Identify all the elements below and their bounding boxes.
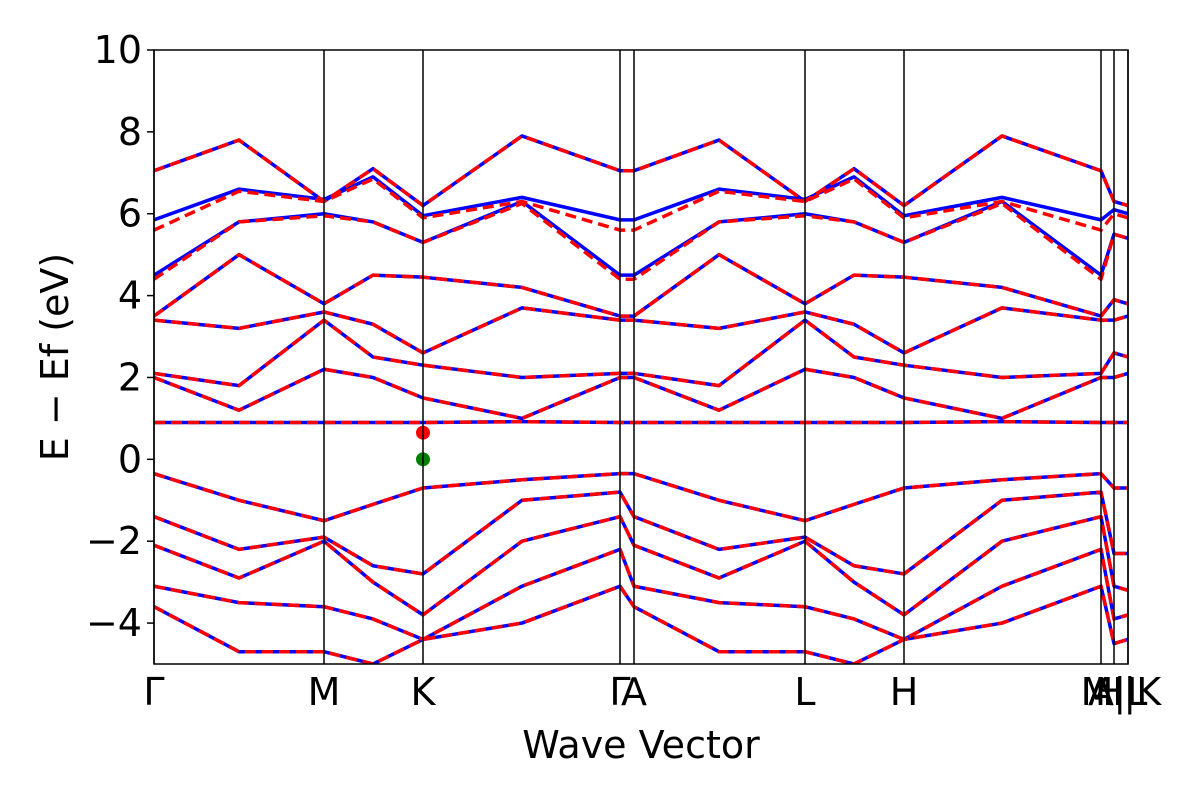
y-tick-label: 0	[118, 437, 142, 481]
y-tick-label: −4	[86, 601, 142, 645]
y-tick-label: 10	[94, 28, 142, 72]
band-line	[154, 252, 1128, 318]
y-tick-label: −2	[86, 519, 142, 563]
plot-frame	[153, 49, 1129, 665]
x-tick-label: A	[621, 670, 647, 714]
x-tick-label: M|L	[1081, 670, 1148, 715]
band-line	[154, 490, 1128, 576]
band-line	[154, 419, 1128, 425]
band-line	[154, 584, 1128, 664]
band-line	[154, 134, 1128, 208]
band-line	[154, 471, 1128, 523]
band-line	[154, 252, 1128, 318]
x-tick-label: A	[1088, 670, 1114, 714]
y-tick-label: 4	[118, 274, 142, 318]
band-line	[154, 318, 1128, 388]
x-tick-label: H|K	[1095, 670, 1162, 715]
x-tick-label: Γ	[143, 670, 164, 714]
band-line	[154, 367, 1128, 421]
band-line	[154, 514, 1128, 617]
band-line	[154, 177, 1128, 232]
plot-area	[154, 134, 1128, 664]
band-line	[154, 306, 1128, 355]
band-line	[154, 547, 1128, 642]
x-tick-label: L	[794, 670, 815, 714]
y-tick-label: 6	[118, 192, 142, 236]
x-axis-label: Wave Vector	[522, 723, 760, 767]
x-tick-label: K	[411, 670, 437, 714]
y-axis-label: E − Ef (eV)	[33, 253, 77, 462]
x-tick-label: H	[890, 670, 919, 714]
band-line	[154, 175, 1128, 222]
x-tick-label: Γ	[609, 670, 630, 714]
band-line	[154, 490, 1128, 576]
y-tick-label: 8	[118, 110, 142, 154]
band-line	[154, 306, 1128, 355]
y-tick-label: 2	[118, 355, 142, 399]
x-tick-label: M	[308, 670, 341, 714]
band-line	[154, 514, 1128, 617]
band-line	[154, 201, 1128, 281]
